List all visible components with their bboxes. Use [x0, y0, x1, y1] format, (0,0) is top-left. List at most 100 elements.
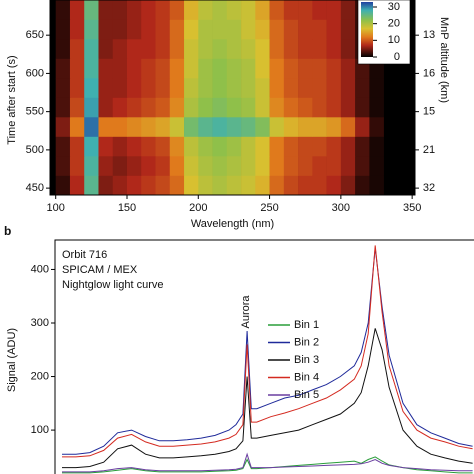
heat-cell [126, 78, 142, 98]
heat-cell [112, 156, 128, 176]
heat-cell [241, 58, 256, 79]
heat-cell [269, 117, 285, 137]
heat-cell [283, 78, 299, 98]
heat-cell [112, 97, 128, 118]
heat-cell [55, 97, 71, 118]
heat-cell [112, 136, 128, 157]
y-tick-label: 500 [26, 144, 44, 156]
heat-cell [283, 97, 299, 118]
heat-cell [84, 97, 99, 118]
heat-cell [155, 175, 171, 196]
y2-tick-label: 15 [423, 106, 435, 118]
heat-cell [369, 156, 384, 176]
heat-cell [55, 0, 71, 20]
legend-label: Bin 5 [294, 389, 319, 401]
heat-cell [212, 0, 228, 20]
legend-label: Bin 1 [294, 319, 319, 331]
heat-cell [198, 39, 213, 59]
heat-cell [269, 156, 285, 176]
y-tick-label: 450 [26, 182, 44, 194]
heat-cell [169, 78, 185, 98]
heat-cell [212, 39, 228, 59]
heat-cell [112, 117, 128, 137]
heat-cell [184, 136, 199, 157]
heat-cell [198, 78, 213, 98]
y2-tick-label: 13 [423, 29, 435, 41]
heat-cell [169, 97, 185, 118]
heat-cell [340, 19, 356, 40]
heat-cell [298, 97, 313, 118]
x-tick-label: 250 [260, 202, 278, 214]
heat-cell [369, 175, 384, 196]
heat-cell [141, 117, 156, 137]
heat-cell [226, 97, 242, 118]
heat-cell [283, 175, 299, 196]
heat-cell [326, 58, 342, 79]
heat-cell [169, 58, 185, 79]
heat-cell [126, 175, 142, 196]
heat-cell [55, 39, 71, 59]
heat-cell [255, 175, 270, 196]
heat-cell [55, 117, 71, 137]
heat-cell [340, 117, 356, 137]
heat-cell [98, 97, 114, 118]
heat-cell [184, 58, 199, 79]
heat-cell [184, 39, 199, 59]
heat-cell [283, 58, 299, 79]
heat-cell [355, 117, 370, 137]
y-tick-label: 650 [26, 29, 44, 41]
heat-cell [326, 136, 342, 157]
heat-cell [226, 117, 242, 137]
annotation: SPICAM / MEX [62, 264, 138, 276]
heat-cell [169, 39, 185, 59]
heat-cell [155, 39, 171, 59]
heat-cell [212, 156, 228, 176]
heat-cell [226, 156, 242, 176]
heat-cell [369, 97, 384, 118]
heat-cell [355, 175, 370, 196]
heat-cell [355, 136, 370, 157]
heat-cell [340, 136, 356, 157]
heat-cell [298, 175, 313, 196]
heat-cell [283, 117, 299, 137]
heat-cell [84, 117, 99, 137]
heat-cell [283, 0, 299, 20]
heat-cell [126, 58, 142, 79]
heat-cell [155, 58, 171, 79]
heat-cell [340, 175, 356, 196]
heat-cell [98, 136, 114, 157]
heat-cell [112, 39, 128, 59]
x-tick-label: 200 [189, 202, 207, 214]
x-tick-label: 150 [118, 202, 136, 214]
heat-cell [326, 19, 342, 40]
heat-cell [84, 58, 99, 79]
heat-cell [226, 78, 242, 98]
heat-cell [141, 175, 156, 196]
heat-cell [298, 136, 313, 157]
heat-cell [298, 58, 313, 79]
heat-cell [283, 156, 299, 176]
heat-cell [255, 136, 270, 157]
heat-cell [326, 117, 342, 137]
heat-cell [312, 78, 327, 98]
heat-cell [269, 136, 285, 157]
heat-cell [226, 39, 242, 59]
heat-cell [55, 58, 71, 79]
heat-cell [269, 39, 285, 59]
heat-cell [84, 0, 99, 20]
heat-cell [69, 78, 85, 98]
heat-cell [312, 117, 327, 137]
heat-cell [269, 58, 285, 79]
heat-cell [198, 117, 213, 137]
heat-cell [84, 136, 99, 157]
series-line [62, 247, 473, 455]
x-tick-label: 350 [403, 202, 421, 214]
heat-cell [269, 19, 285, 40]
heat-cell [169, 19, 185, 40]
heat-cell [184, 78, 199, 98]
heat-cell [155, 136, 171, 157]
heat-cell [55, 156, 71, 176]
heat-cell [126, 156, 142, 176]
heat-cell [326, 78, 342, 98]
heat-cell [98, 19, 114, 40]
